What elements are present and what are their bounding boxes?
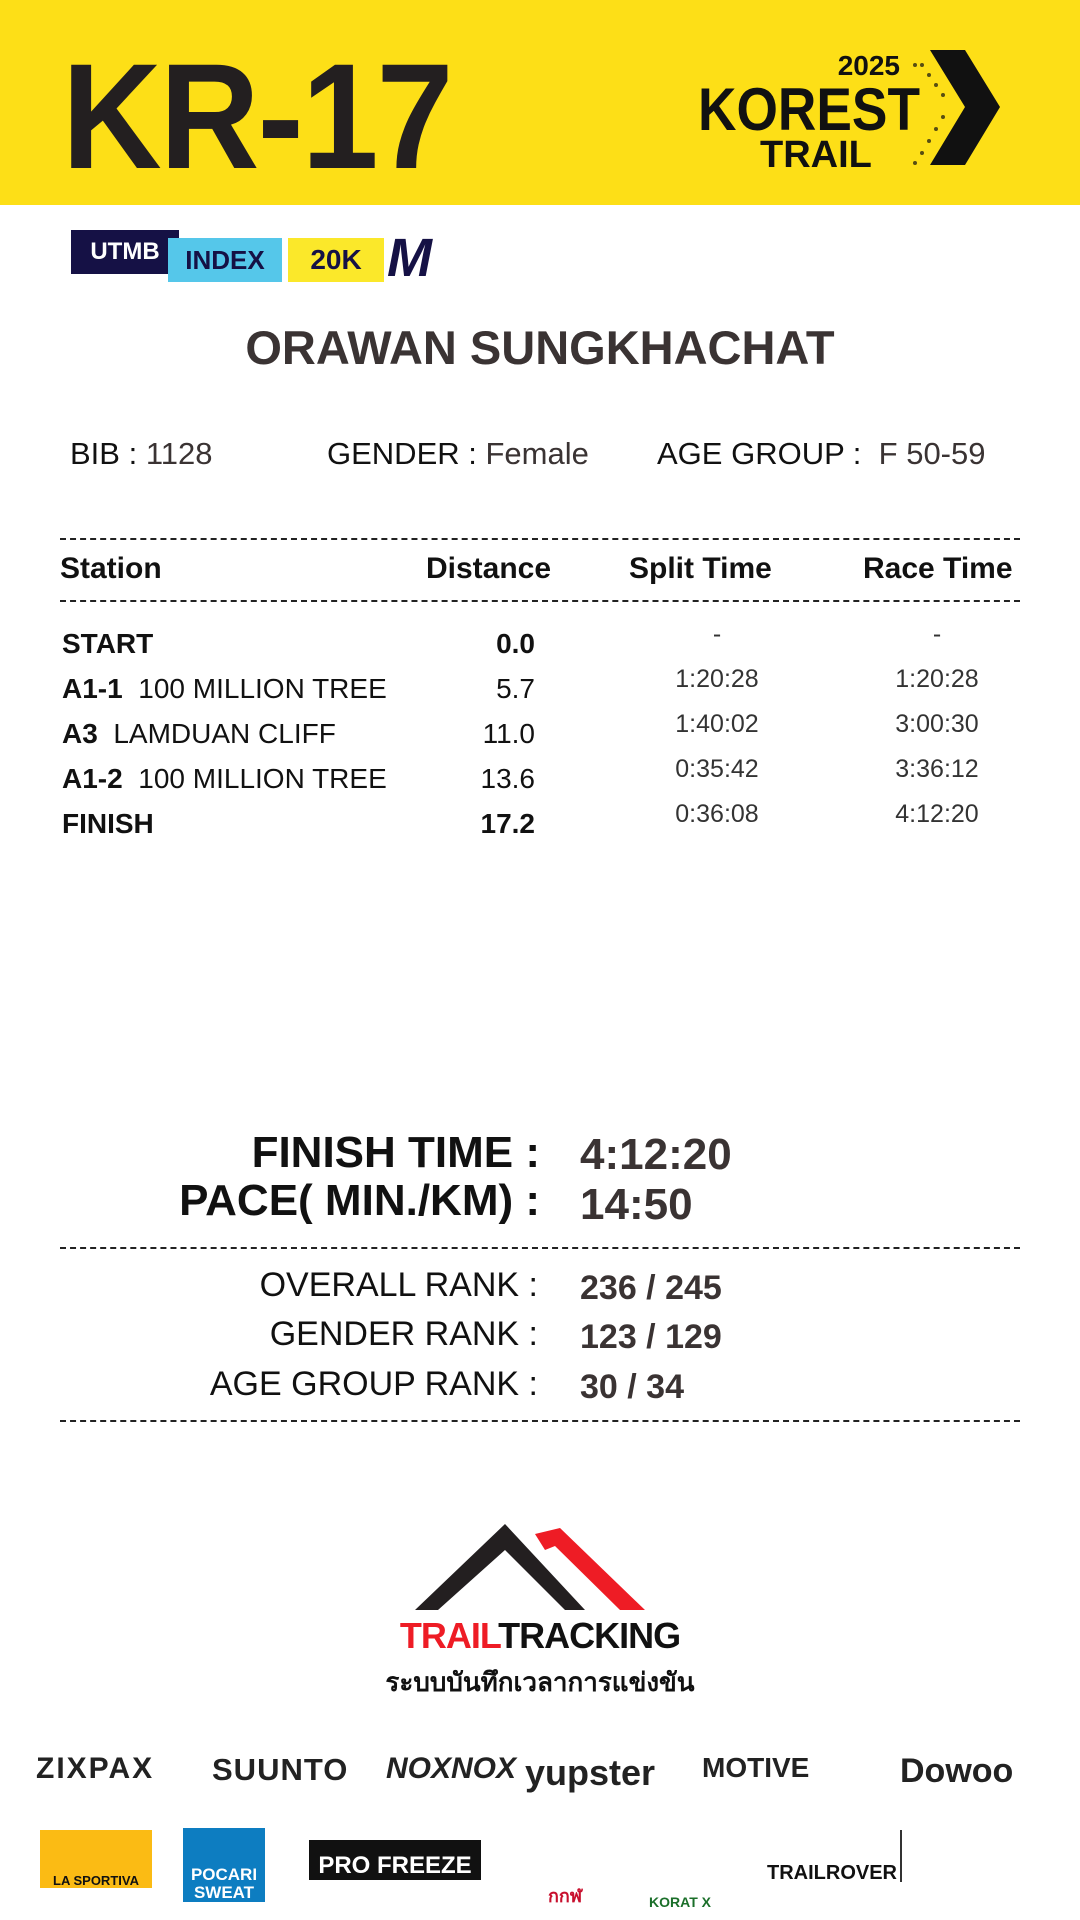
svg-text:2025: 2025 <box>838 50 900 81</box>
gender-info: GENDER : Female <box>327 436 589 471</box>
sponsor-logo: ZIXPAX <box>36 1752 155 1785</box>
split-time: 0:35:42 <box>675 755 759 783</box>
station-name: FINISH <box>62 808 154 839</box>
korest-trail-logo: 2025 KOREST TRAIL <box>698 45 1030 176</box>
runner-name: ORAWAN SUNGKHACHAT <box>245 321 835 374</box>
sponsor-logo: Dowoo <box>900 1752 1014 1790</box>
station-distance: 0.0 <box>496 628 535 659</box>
age-group-info: AGE GROUP : F 50-59 <box>657 436 986 471</box>
pace-value: 14:50 <box>580 1180 693 1229</box>
station-name: A1-2 100 MILLION TREE <box>62 763 387 794</box>
svg-text:KOREST: KOREST <box>700 76 920 143</box>
race-code: KR-17 <box>62 32 453 200</box>
col-race-time: Race Time <box>863 552 1013 585</box>
divider <box>60 1247 1020 1249</box>
col-distance: Distance <box>426 552 552 585</box>
race-time: 4:12:20 <box>895 800 979 828</box>
pace-label: PACE( MIN./KM) : <box>179 1176 540 1225</box>
sponsor-logo: SUUNTO <box>212 1752 349 1787</box>
rank-value: 30 / 34 <box>580 1368 684 1406</box>
rank-value: 123 / 129 <box>580 1318 722 1356</box>
rank-label: GENDER RANK : <box>269 1315 538 1353</box>
station-distance: 11.0 <box>482 718 535 749</box>
trailtracking-tagline: ระบบบันทึกเวลาการแข่งขัน <box>385 1667 695 1697</box>
sponsor-logo: KORAT X <box>649 1894 711 1910</box>
split-time: 1:40:02 <box>675 710 759 738</box>
finish-time-label: FINISH TIME : <box>251 1128 540 1177</box>
divider <box>60 1420 1020 1422</box>
trailtracking-mountain-logo <box>410 1522 650 1617</box>
sponsor-logo: PRO FREEZE <box>309 1840 481 1880</box>
finish-time-value: 4:12:20 <box>580 1130 732 1179</box>
sponsor-logo: TRAILROVER <box>767 1862 897 1884</box>
rank-label: AGE GROUP RANK : <box>209 1365 538 1403</box>
svg-text:TRAIL: TRAIL <box>760 134 872 170</box>
col-station: Station <box>60 552 162 585</box>
station-name: START <box>62 628 154 659</box>
sponsor-logo: yupster <box>525 1752 656 1793</box>
col-split-time: Split Time <box>629 552 772 585</box>
sponsor-logo: POCARI SWEAT <box>183 1828 265 1902</box>
bib-info: BIB : 1128 <box>70 436 213 471</box>
divider <box>900 1830 902 1882</box>
station-distance: 5.7 <box>496 673 535 704</box>
split-time: 1:20:28 <box>675 665 759 693</box>
station-name: A3 LAMDUAN CLIFF <box>62 718 336 749</box>
race-time: - <box>932 620 942 648</box>
split-time: - <box>712 620 722 648</box>
header-banner <box>0 0 1080 205</box>
race-time: 3:00:30 <box>895 710 979 738</box>
divider <box>60 600 1020 602</box>
station-distance: 13.6 <box>480 763 536 794</box>
race-time: 3:36:12 <box>895 755 979 783</box>
split-time: 0:36:08 <box>675 800 759 828</box>
race-time: 1:20:28 <box>895 665 979 693</box>
sponsor-logo: NOXNOX <box>386 1752 517 1785</box>
sponsor-logo: LA SPORTIVA <box>40 1830 152 1888</box>
trailtracking-wordmark: TRAILTRACKING <box>399 1615 681 1656</box>
station-name: A1-1 100 MILLION TREE <box>62 673 387 704</box>
divider <box>60 538 1020 540</box>
rank-label: OVERALL RANK : <box>259 1266 538 1304</box>
sponsor-logo: กกฬ <box>547 1886 583 1906</box>
rank-value: 236 / 245 <box>580 1269 722 1307</box>
station-distance: 17.2 <box>480 808 536 839</box>
sponsor-logo: MOTIVE <box>702 1752 810 1783</box>
